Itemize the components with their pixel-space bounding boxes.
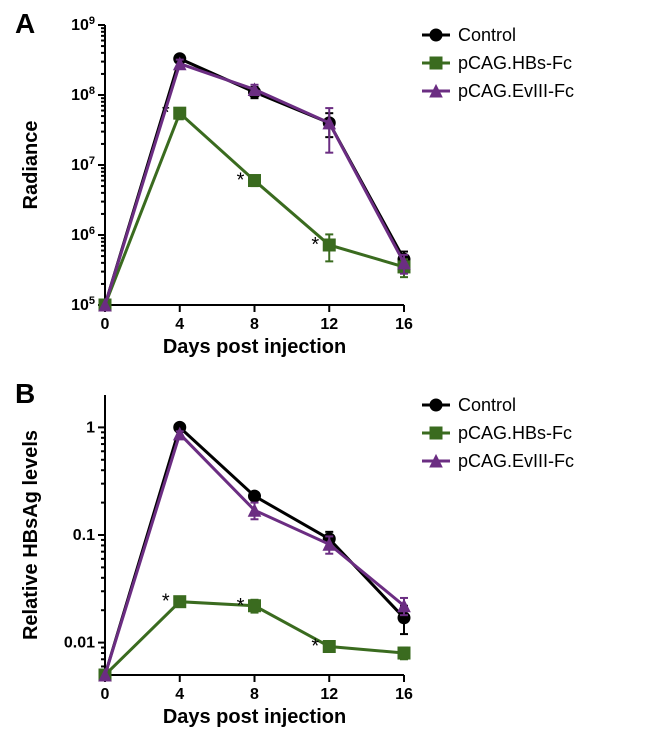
marker-circle	[430, 29, 442, 41]
y-axis-title: Relative HBsAg levels	[20, 430, 42, 640]
legend-label: pCAG.HBs-Fc	[458, 53, 572, 73]
significance-star: *	[237, 595, 245, 617]
x-axis-title: Days post injection	[163, 336, 346, 358]
x-tick-label: 8	[250, 316, 259, 333]
series-line-pCAG.EvIII-Fc	[105, 434, 404, 675]
x-tick-label: 4	[175, 316, 184, 333]
y-tick-label: 109	[71, 15, 95, 34]
panel-a: A 0 4 8 12 16 105 106 107 108 109 Days post injecti…	[10, 5, 654, 365]
marker-square	[430, 57, 442, 69]
significance-star: *	[237, 170, 245, 192]
y-tick-label: 0.1	[73, 527, 95, 544]
marker-circle	[430, 399, 442, 411]
significance-star: *	[311, 234, 319, 256]
x-tick-label: 16	[395, 686, 413, 703]
significance-star: *	[311, 636, 319, 658]
significance-star: *	[162, 591, 170, 613]
y-tick-label: 1	[86, 419, 95, 436]
x-tick-label: 12	[320, 316, 338, 333]
x-tick-label: 4	[175, 686, 184, 703]
figure: A0481216105106107108109Days post injecti…	[0, 0, 664, 749]
x-tick-label: 0	[101, 316, 110, 333]
x-tick-label: 0	[101, 686, 110, 703]
y-tick-label: 105	[71, 295, 95, 314]
legend-label: Control	[458, 25, 516, 45]
marker-square	[249, 175, 261, 187]
series-line-Control	[105, 427, 404, 675]
panel-b: B 0 4 8 12 16 0.01 0.1 1 Days post injection Relat…	[10, 375, 654, 735]
marker-circle	[249, 490, 261, 502]
y-tick-label: 108	[71, 85, 95, 104]
x-tick-label: 16	[395, 316, 413, 333]
y-axis-title: Radiance	[20, 121, 42, 210]
x-tick-label: 12	[320, 686, 338, 703]
marker-square	[323, 641, 335, 653]
x-tick-label: 8	[250, 686, 259, 703]
x-axis-title: Days post injection	[163, 706, 346, 728]
series-line-pCAG.HBs-Fc	[105, 113, 404, 305]
legend-label: pCAG.EvIII-Fc	[458, 451, 574, 471]
marker-square	[174, 107, 186, 119]
marker-square	[174, 596, 186, 608]
y-tick-label: 106	[71, 225, 95, 244]
marker-square	[398, 647, 410, 659]
legend-label: Control	[458, 395, 516, 415]
y-tick-label: 0.01	[64, 635, 95, 652]
y-tick-label: 107	[71, 155, 95, 174]
marker-square	[430, 427, 442, 439]
panel-label: A	[15, 8, 35, 39]
marker-square	[323, 239, 335, 251]
marker-square	[249, 600, 261, 612]
panel-label: B	[15, 378, 35, 409]
legend-label: pCAG.EvIII-Fc	[458, 81, 574, 101]
legend-label: pCAG.HBs-Fc	[458, 423, 572, 443]
